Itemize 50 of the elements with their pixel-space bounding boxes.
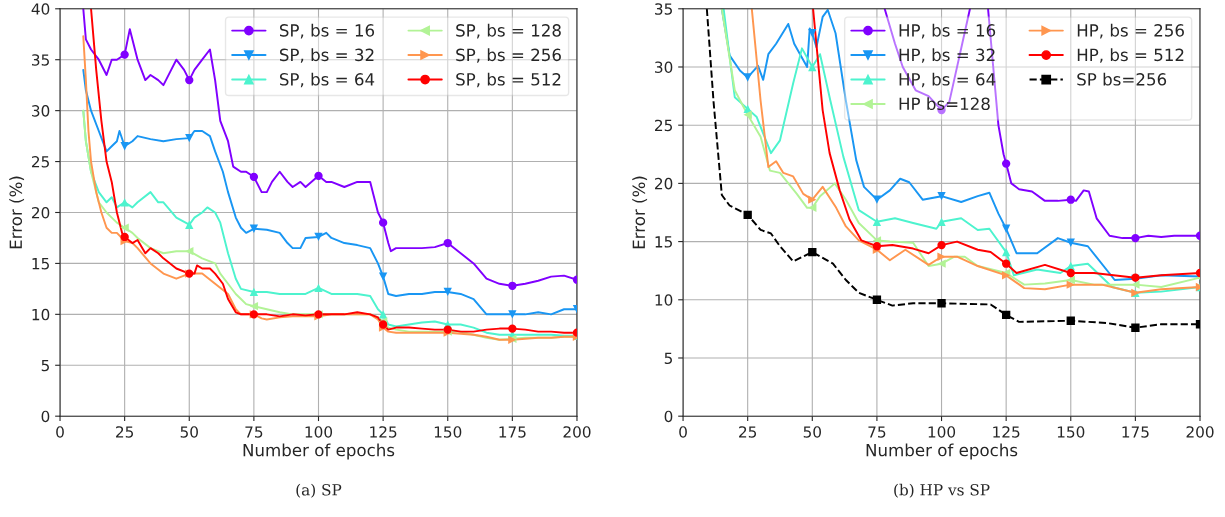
y-axis-title: Error (%) bbox=[9, 176, 25, 249]
x-tick-label: 200 bbox=[1186, 426, 1214, 438]
y-tick-label: 35 bbox=[655, 3, 672, 15]
x-tick-label: 150 bbox=[1057, 426, 1085, 438]
legend-label: SP, bs = 64 bbox=[279, 72, 375, 88]
x-tick-label: 100 bbox=[928, 426, 956, 438]
y-tick-label: 5 bbox=[41, 359, 49, 372]
y-tick-label: 5 bbox=[664, 352, 672, 365]
x-tick-label: 25 bbox=[739, 426, 757, 438]
x-tick-label: 125 bbox=[370, 426, 397, 438]
x-tick-label: 50 bbox=[180, 426, 198, 438]
y-tick-label: 40 bbox=[31, 3, 50, 15]
x-tick-label: 25 bbox=[116, 426, 134, 438]
x-tick-label: 125 bbox=[993, 426, 1020, 438]
text: (a) SP bbox=[296, 483, 342, 498]
text: (b) HP vs SP bbox=[894, 483, 990, 498]
x-tick-label: 200 bbox=[563, 426, 591, 438]
y-tick-label: 15 bbox=[32, 258, 49, 270]
legend-label: SP, bs = 32 bbox=[279, 48, 374, 63]
y-axis-title: Error (%) bbox=[632, 176, 648, 249]
y-tick-label: 0 bbox=[664, 410, 673, 423]
y-tick-label: 10 bbox=[32, 308, 50, 321]
y-tick-label: 30 bbox=[655, 61, 673, 74]
legend-label: HP, bs = 256 bbox=[1077, 23, 1184, 39]
legend-label: SP, bs = 128 bbox=[456, 23, 561, 39]
y-tick-label: 30 bbox=[32, 105, 50, 117]
y-tick-label: 0 bbox=[41, 410, 50, 423]
legend-label: HP, bs = 512 bbox=[1077, 48, 1184, 63]
x-tick-label: 150 bbox=[434, 426, 462, 438]
x-tick-label: 0 bbox=[679, 426, 687, 438]
legend-label: SP, bs = 512 bbox=[456, 72, 561, 88]
y-tick-label: 20 bbox=[31, 206, 50, 219]
legend-label: SP, bs = 256 bbox=[456, 48, 561, 63]
legend-label: SP, bs = 16 bbox=[279, 23, 375, 39]
x-tick-label: 175 bbox=[1122, 426, 1149, 438]
y-tick-label: 35 bbox=[32, 54, 49, 66]
x-tick-label: 0 bbox=[56, 426, 64, 438]
x-axis-title: Number of epochs bbox=[243, 443, 395, 460]
y-tick-label: 20 bbox=[655, 177, 673, 190]
x-tick-label: 75 bbox=[245, 426, 263, 438]
y-tick-label: 25 bbox=[31, 156, 49, 168]
x-tick-label: 75 bbox=[868, 426, 886, 438]
x-tick-label: 50 bbox=[803, 426, 821, 438]
y-tick-label: 15 bbox=[655, 236, 672, 248]
y-tick-label: 25 bbox=[655, 119, 672, 132]
x-tick-label: 175 bbox=[499, 426, 526, 438]
x-axis-title: Number of epochs bbox=[866, 443, 1018, 460]
legend-label: SP bs=256 bbox=[1077, 72, 1167, 86]
x-tick-label: 100 bbox=[305, 426, 333, 438]
y-tick-label: 10 bbox=[655, 294, 673, 306]
